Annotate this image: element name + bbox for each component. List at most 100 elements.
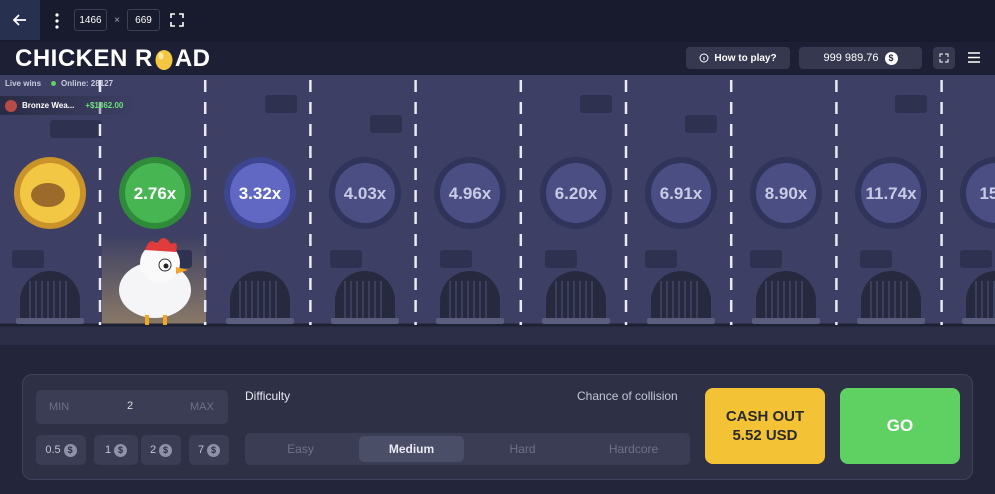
expand-icon bbox=[939, 53, 949, 63]
preset-amount: 2 bbox=[149, 444, 157, 456]
chicken-beak bbox=[176, 267, 188, 274]
wall-brick bbox=[750, 250, 782, 268]
preset-amount: 1 bbox=[104, 444, 112, 456]
multiplier-disc bbox=[861, 163, 921, 223]
multiplier-disc bbox=[125, 163, 185, 223]
multiplier-disc bbox=[440, 163, 500, 223]
bet-preset[interactable]: 0.5 $ bbox=[36, 435, 86, 465]
wall-brick bbox=[960, 250, 992, 268]
difficulty-option[interactable]: Medium bbox=[359, 436, 464, 462]
difficulty-label: Difficulty bbox=[245, 389, 291, 403]
bet-preset[interactable]: 2 $ bbox=[141, 435, 181, 465]
menu-dots[interactable] bbox=[55, 13, 59, 29]
difficulty-option[interactable]: Easy bbox=[287, 442, 314, 456]
wall-brick bbox=[645, 250, 677, 268]
manhole-base bbox=[226, 318, 294, 324]
bet-max[interactable]: MAX bbox=[190, 401, 214, 413]
avatar bbox=[5, 99, 17, 112]
manhole-base bbox=[647, 318, 715, 324]
multiplier-disc bbox=[756, 163, 816, 223]
how-to-play-button[interactable]: How to play? bbox=[686, 47, 790, 69]
multiplier: 3.32x bbox=[239, 184, 282, 203]
bet-preset[interactable]: 1 $ bbox=[94, 435, 138, 465]
difficulty-option[interactable]: Hard bbox=[509, 442, 536, 456]
preset-currency: $ bbox=[114, 443, 128, 457]
online-dot bbox=[51, 81, 57, 86]
preset-currency: $ bbox=[159, 443, 173, 457]
preset-amount: 0.5 bbox=[45, 444, 61, 456]
multiplier-disc bbox=[335, 163, 395, 223]
manhole-base bbox=[857, 318, 925, 324]
multiplier: 4.03x bbox=[344, 184, 387, 203]
win-row: Bronze Wea... +$1362.00 bbox=[0, 96, 138, 115]
cash-out: CASH OUT bbox=[725, 408, 805, 425]
wall-brick bbox=[12, 250, 44, 268]
wall-brick bbox=[370, 115, 402, 133]
chicken-leg bbox=[163, 315, 167, 325]
multiplier: 4.96x bbox=[449, 184, 492, 203]
wall-brick bbox=[895, 95, 927, 113]
wall-brick bbox=[545, 250, 577, 268]
multiplier: 11.74x bbox=[865, 184, 917, 203]
preset-currency: $ bbox=[207, 443, 221, 457]
manhole-base bbox=[962, 318, 995, 324]
bet-input[interactable]: MIN 2 MAX bbox=[36, 390, 228, 424]
height-input[interactable]: 669 bbox=[127, 9, 160, 31]
wall-brick bbox=[580, 95, 612, 113]
bet-amount: 2 bbox=[127, 400, 134, 412]
live-bar: Live wins Online: 28127 bbox=[5, 79, 113, 88]
manhole-base bbox=[331, 318, 399, 324]
logo-start: CHICKEN R bbox=[15, 45, 153, 72]
cash-out-button[interactable]: CASH OUT 5.52 USD bbox=[705, 388, 825, 464]
player: Bronze Wea... bbox=[22, 101, 75, 110]
preset-amount: 7 bbox=[197, 444, 205, 456]
manhole-base bbox=[436, 318, 504, 324]
currency-icon: $ bbox=[884, 51, 898, 65]
balance-box: 999 989.76 $ bbox=[799, 47, 922, 69]
expand-button[interactable] bbox=[933, 47, 955, 69]
curb bbox=[0, 325, 995, 345]
chicken-leg bbox=[145, 315, 149, 325]
wall-brick bbox=[330, 250, 362, 268]
cash-amount: 5.52 USD bbox=[732, 427, 798, 444]
egg-icon bbox=[155, 50, 173, 70]
logo: CHICKEN R AD bbox=[15, 45, 211, 73]
roast-icon bbox=[31, 183, 65, 207]
multiplier-disc bbox=[546, 163, 606, 223]
collision-label: Chance of collision bbox=[577, 389, 678, 403]
logo-end: AD bbox=[174, 45, 211, 72]
info-icon bbox=[699, 53, 709, 63]
multiplier: 8.90x bbox=[765, 184, 808, 203]
back-icon bbox=[13, 14, 26, 26]
preset-currency: $ bbox=[63, 443, 77, 457]
chicken-comb bbox=[145, 238, 177, 252]
multiplier: 2.76x bbox=[134, 184, 177, 203]
wall-brick bbox=[440, 250, 472, 268]
toolbar bbox=[0, 0, 995, 42]
wall-brick bbox=[860, 250, 892, 268]
back-button[interactable] bbox=[0, 0, 40, 40]
wall-brick bbox=[50, 120, 82, 138]
wall-brick bbox=[685, 115, 717, 133]
bet-min[interactable]: MIN bbox=[49, 401, 70, 413]
road: 2.76x 3.32x 4.03x 4.96x 6.20x 6.91x 8.90x 11.74… bbox=[0, 75, 995, 345]
difficulty-option[interactable]: Hardcore bbox=[608, 442, 659, 456]
go-button[interactable]: GO bbox=[840, 388, 960, 464]
wall-brick bbox=[265, 95, 297, 113]
multiplier: 6.91x bbox=[660, 184, 703, 203]
hamburger-icon[interactable] bbox=[968, 52, 980, 63]
live-label: Live wins bbox=[5, 79, 42, 88]
width-input[interactable]: 1466 bbox=[74, 9, 107, 31]
bet-preset[interactable]: 7 $ bbox=[189, 435, 229, 465]
manhole-base bbox=[16, 318, 84, 324]
dots-icon bbox=[55, 13, 59, 29]
fullscreen-icon[interactable] bbox=[170, 13, 184, 27]
separator: × bbox=[114, 14, 120, 26]
multiplier-disc bbox=[230, 163, 290, 223]
balance: 999 989.76 bbox=[823, 52, 879, 64]
multiplier-disc bbox=[651, 163, 711, 223]
manhole-base bbox=[542, 318, 610, 324]
win: +$1362.00 bbox=[85, 101, 124, 110]
online-box: Online: 28127 bbox=[51, 79, 113, 88]
